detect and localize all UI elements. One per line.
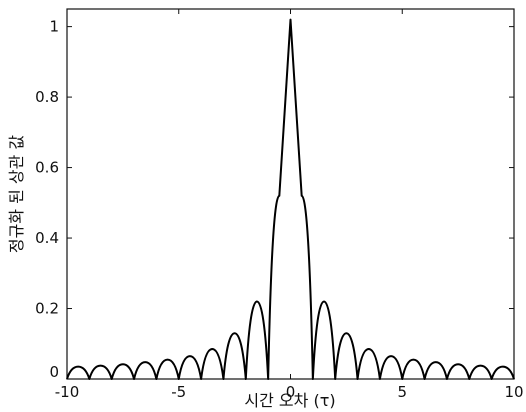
x-axis-title: 시간 오차 (τ) [244, 391, 335, 410]
y-axis-title: 정규화 된 상관 값 [7, 135, 26, 254]
y-tick-label: 0.6 [35, 159, 59, 177]
x-tick-label: 5 [397, 383, 407, 401]
x-tick-label: -5 [171, 383, 186, 401]
y-tick-label: 0.2 [35, 300, 59, 318]
x-tick-label: -10 [55, 383, 80, 401]
tick-labels: -10 -5 0 5 10 0 0.2 0.4 0.6 0.8 1 [35, 18, 523, 401]
x-tick-label: 10 [504, 383, 523, 401]
y-tick-label: 1 [49, 18, 59, 36]
y-tick-label: 0 [49, 363, 59, 381]
correlation-curve [66, 18, 515, 380]
plot-frame [66, 8, 515, 380]
y-tick-label: 0.4 [35, 229, 59, 247]
y-tick-label: 0.8 [35, 88, 59, 106]
x-tick-label: 0 [286, 383, 296, 401]
ticks [66, 9, 515, 380]
